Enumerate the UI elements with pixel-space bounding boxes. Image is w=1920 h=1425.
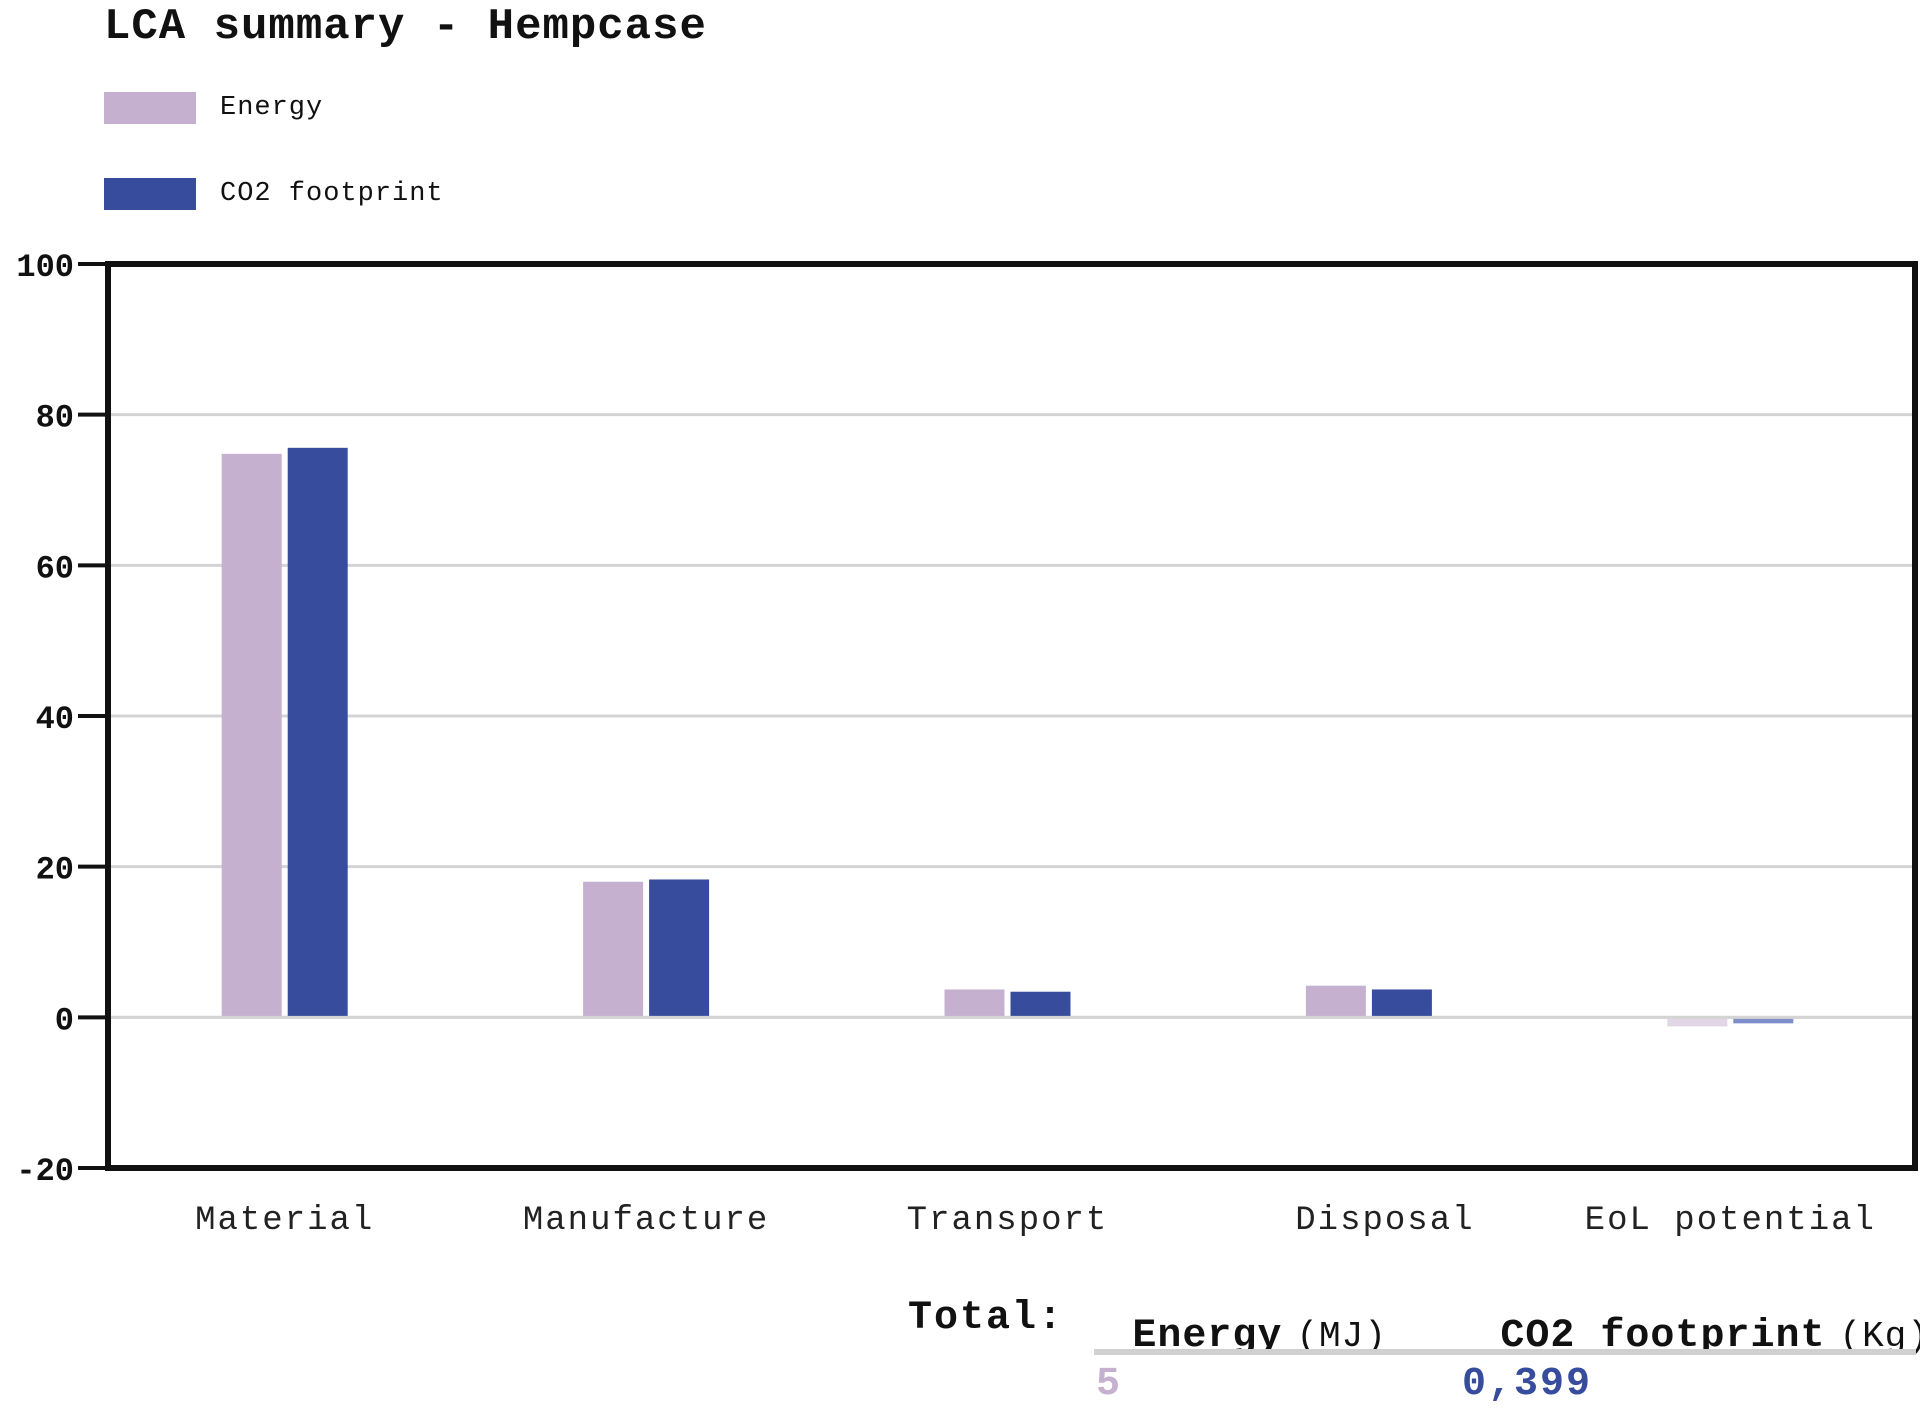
legend-item-co2: CO2 footprint <box>104 178 444 210</box>
legend-label-energy: Energy <box>220 93 324 123</box>
legend-swatch-energy <box>104 92 196 124</box>
totals-energy-unit: (MJ) <box>1296 1316 1387 1357</box>
totals-co2-name: CO2 footprint <box>1500 1314 1826 1359</box>
bar-energy-material <box>221 453 282 1018</box>
x-tick-label: EoL potential <box>1585 1202 1876 1240</box>
x-tick-label: Disposal <box>1295 1202 1474 1240</box>
legend-swatch-co2 <box>104 178 196 210</box>
bar-co2-footprint-material <box>287 447 348 1018</box>
totals-co2-header: CO2 footprint (Kg) <box>1462 1296 1920 1377</box>
bar-co2-footprint-disposal <box>1371 989 1432 1018</box>
totals-divider <box>1094 1349 1916 1355</box>
totals-energy-value: 5 <box>1096 1362 1123 1407</box>
bar-chart: 100 80 60 40 20 0 -20 Material Manufacture Transp… <box>16 249 1918 1240</box>
bar-energy-disposal <box>1305 985 1366 1018</box>
totals-co2-value: 0,399 <box>1462 1362 1593 1407</box>
legend-item-energy: Energy <box>104 92 323 124</box>
bar-co2-footprint-manufacture <box>649 879 710 1018</box>
y-tick-label: -20 <box>16 1153 74 1190</box>
y-tick-label: 0 <box>55 1002 74 1039</box>
x-tick-label: Manufacture <box>523 1202 769 1240</box>
bar-energy-transport <box>944 989 1005 1018</box>
y-tick-label: 100 <box>16 249 74 286</box>
totals-label: Total: <box>908 1296 1065 1341</box>
x-tick-label: Material <box>195 1202 374 1240</box>
legend-label-co2: CO2 footprint <box>220 179 444 209</box>
y-tick-label: 40 <box>36 701 74 738</box>
bar-co2-footprint-transport <box>1010 991 1071 1018</box>
y-tick-label: 80 <box>36 400 74 437</box>
x-tick-label: Transport <box>907 1202 1109 1240</box>
y-tick-label: 60 <box>36 550 74 587</box>
bar-co2-footprint-eol-potential <box>1733 1017 1794 1024</box>
totals-energy-header: Energy (MJ) <box>1094 1296 1387 1377</box>
totals-energy-name: Energy <box>1132 1314 1283 1359</box>
totals-co2-unit: (Kg) <box>1839 1316 1920 1357</box>
y-tick-label: 20 <box>36 852 74 889</box>
chart-title: LCA summary - Hempcase <box>104 2 707 52</box>
bar-energy-manufacture <box>583 881 644 1018</box>
bar-energy-eol-potential <box>1667 1017 1728 1027</box>
plot-frame <box>105 261 1918 1171</box>
